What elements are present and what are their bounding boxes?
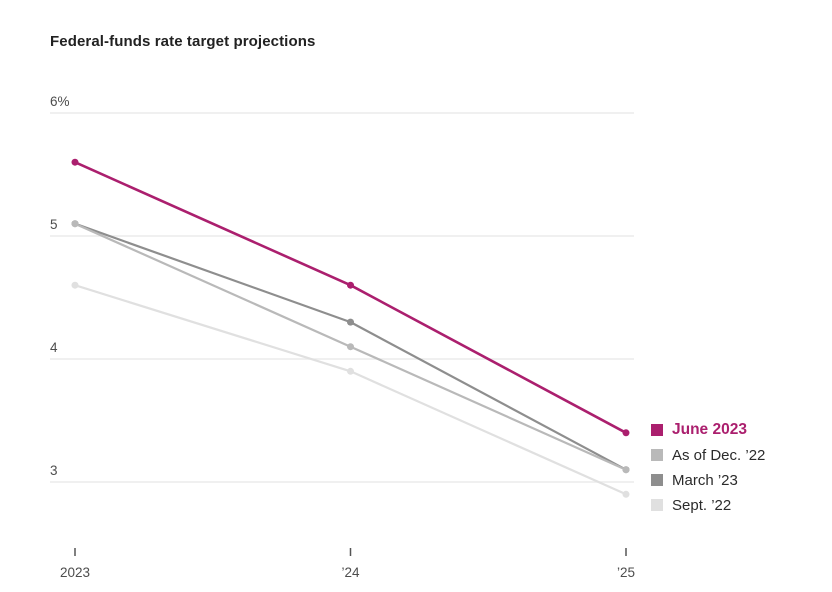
data-point-as-of-dec-22-2023 [71,220,79,228]
y-axis-label-5: 5 [50,217,58,232]
x-axis-label-2: ’25 [617,565,635,580]
data-point-june-2023-24 [347,281,354,289]
data-point-as-of-dec-22-25 [622,466,630,474]
data-point-june-2023-25 [622,429,630,437]
y-axis-label-4: 4 [50,340,58,355]
y-axis-label-3: 3 [50,463,58,478]
data-point-as-of-dec-22-24 [347,343,354,351]
legend-swatch-june-2023 [651,424,663,436]
legend-item-sept-22: Sept. ’22 [651,496,765,514]
legend-item-march-23: March ’23 [651,471,765,489]
legend-label-sept-22: Sept. ’22 [672,496,732,514]
y-axis-label-6: 6% [50,94,70,109]
legend-label-as-of-dec-22: As of Dec. ’22 [672,446,766,464]
legend-swatch-as-of-dec-22 [651,449,663,461]
x-axis-label-1: ’24 [341,565,360,580]
data-point-sept-22-2023 [71,281,79,289]
legend-label-march-23: March ’23 [672,471,738,489]
legend-label-june-2023: June 2023 [672,421,747,438]
series-line-june-2023 [73,160,628,435]
data-point-june-2023-2023 [71,158,79,166]
x-axis-label-0: 2023 [60,565,90,580]
data-point-sept-22-25 [622,490,630,498]
data-point-sept-22-24 [347,367,354,375]
chart-title: Federal-funds rate target projections [50,33,316,50]
data-point-march-23-24 [347,318,354,326]
legend-item-june-2023: June 2023 [651,421,765,439]
legend-swatch-march-23 [651,474,663,486]
legend: June 2023 As of Dec. ’22 March ’23 Sept.… [651,421,765,521]
legend-item-as-of-dec-22: As of Dec. ’22 [651,446,765,464]
legend-swatch-sept-22 [651,499,663,511]
